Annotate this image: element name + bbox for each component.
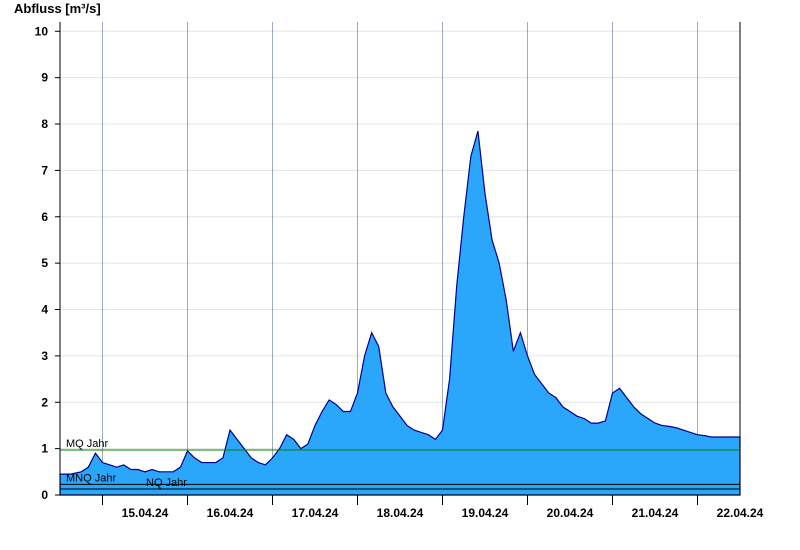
x-tick-label: 18.04.24 [377,506,424,520]
x-axis-ticks: 15.04.24 16.04.24 17.04.24 18.04.24 19.04.24… [102,495,764,520]
y-tick-label: 4 [41,303,48,317]
y-tick-label: 10 [35,24,49,38]
y-tick-label: 3 [41,349,48,363]
y-tick-label: 7 [41,163,48,177]
y-tick-label: 9 [41,71,48,85]
discharge-area [59,130,741,496]
x-tick-label: 17.04.24 [292,506,339,520]
axes [59,22,741,496]
x-tick-label: 20.04.24 [547,506,594,520]
y-tick-label: 1 [41,442,48,456]
reference-line-label: MQ Jahr [66,438,109,450]
y-tick-label: 0 [41,488,48,502]
reference-lines: MQ Jahr MNQ Jahr NQ Jahr [60,438,740,490]
y-tick-label: 2 [41,395,48,409]
y-axis-label: Abfluss [m³/s] [14,1,101,16]
x-tick-label: 21.04.24 [632,506,679,520]
x-tick-label: 22.04.24 [717,506,764,520]
reference-line-label: NQ Jahr [146,477,187,489]
y-tick-label: 6 [41,210,48,224]
y-tick-label: 5 [41,256,48,270]
y-axis-ticks: 0 1 2 3 4 5 6 7 8 9 10 [35,24,60,502]
x-tick-label: 15.04.24 [122,506,169,520]
x-tick-label: 19.04.24 [462,506,509,520]
reference-line-label: MNQ Jahr [66,472,116,484]
x-tick-label: 16.04.24 [207,506,254,520]
y-tick-label: 8 [41,117,48,131]
